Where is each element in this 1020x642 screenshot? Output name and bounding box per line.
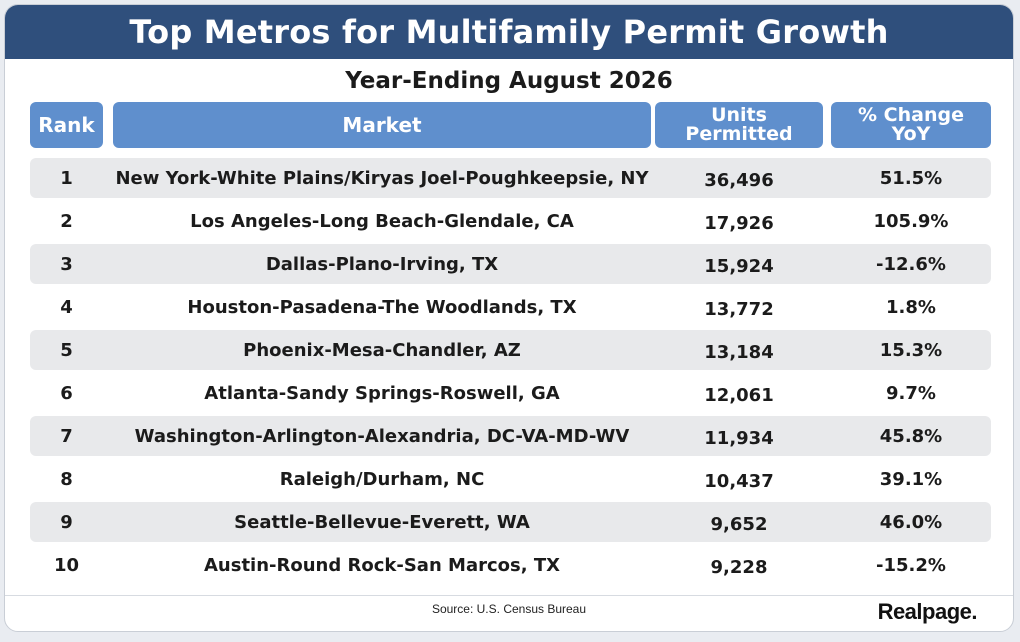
header-change-yoy: % Change YoY [831, 102, 991, 148]
rank-cell: 2 [60, 210, 73, 232]
rank-cell: 7 [60, 425, 73, 447]
market-cell: Seattle-Bellevue-Everett, WA [234, 511, 530, 533]
rank-cell: 1 [60, 167, 73, 189]
table-row: 5 Phoenix-Mesa-Chandler, AZ 13,184 15.3% [30, 330, 991, 370]
header-change-label: % Change YoY [858, 104, 964, 145]
change-cell: 39.1% [879, 468, 943, 490]
source-note: Source: U.S. Census Bureau [431, 602, 587, 616]
market-cell: Phoenix-Mesa-Chandler, AZ [243, 339, 521, 361]
units-cell: 36,496 [704, 169, 774, 191]
market-cell: Atlanta-Sandy Springs-Roswell, GA [204, 382, 560, 404]
header-market-label: Market [342, 113, 422, 137]
rank-cell: 4 [60, 296, 73, 318]
market-cell: Raleigh/Durham, NC [279, 468, 485, 490]
change-cell: 46.0% [879, 511, 943, 533]
table-row: 2 Los Angeles-Long Beach-Glendale, CA 17,9… [30, 201, 991, 241]
change-cell: 9.7% [886, 382, 936, 404]
table-body: 1 New York-White Plains/Kiryas Joel-Pough… [30, 158, 991, 588]
market-cell: Los Angeles-Long Beach-Glendale, CA [190, 210, 574, 232]
units-cell: 9,228 [710, 556, 768, 578]
header-rank: Rank [30, 102, 103, 148]
change-cell: 45.8% [879, 425, 943, 447]
market-cell: Houston-Pasadena-The Woodlands, TX [187, 296, 577, 318]
table-row: 9 Seattle-Bellevue-Everett, WA 9,652 46.0% [30, 502, 991, 542]
change-cell: 1.8% [886, 296, 936, 318]
units-cell: 9,652 [710, 513, 768, 535]
footer-divider [5, 595, 1013, 596]
realpage-logo: Realpage. [877, 599, 978, 624]
table-row: 3 Dallas-Plano-Irving, TX 15,924 -12.6% [30, 244, 991, 284]
table-row: 4 Houston-Pasadena-The Woodlands, TX 13,77… [30, 287, 991, 327]
market-cell: Washington-Arlington-Alexandria, DC-VA-M… [134, 425, 630, 447]
rank-cell: 9 [60, 511, 73, 533]
header-market: Market [113, 102, 651, 148]
change-cell: -15.2% [876, 554, 946, 576]
market-cell: New York-White Plains/Kiryas Joel-Poughk… [115, 167, 649, 189]
table-card: Top Metros for Multifamily Permit Growth… [4, 4, 1014, 632]
units-cell: 15,924 [704, 255, 774, 277]
change-cell: 105.9% [873, 210, 949, 232]
units-cell: 17,926 [704, 212, 774, 234]
rank-cell: 10 [53, 554, 80, 576]
chart-title: Top Metros for Multifamily Permit Growth [129, 13, 889, 51]
units-cell: 13,772 [704, 298, 774, 320]
units-cell: 12,061 [704, 384, 774, 406]
units-cell: 10,437 [704, 470, 774, 492]
rank-cell: 5 [60, 339, 73, 361]
change-cell: 15.3% [879, 339, 943, 361]
market-cell: Austin-Round Rock-San Marcos, TX [203, 554, 560, 576]
table-row: 6 Atlanta-Sandy Springs-Roswell, GA 12,061… [30, 373, 991, 413]
table-row: 7 Washington-Arlington-Alexandria, DC-VA-… [30, 416, 991, 456]
table-row: 10 Austin-Round Rock-San Marcos, TX 9,228 -… [30, 545, 991, 585]
table-row: 8 Raleigh/Durham, NC 10,437 39.1% [30, 459, 991, 499]
header-units-permitted: Units Permitted [655, 102, 823, 148]
change-cell: -12.6% [876, 253, 946, 275]
title-bar: Top Metros for Multifamily Permit Growth [5, 5, 1013, 59]
chart-subtitle: Year-Ending August 2026 [345, 68, 673, 94]
table-row: 1 New York-White Plains/Kiryas Joel-Pough… [30, 158, 991, 198]
units-cell: 13,184 [704, 341, 774, 363]
rank-cell: 6 [60, 382, 73, 404]
header-rank-label: Rank [38, 113, 95, 137]
units-cell: 11,934 [704, 427, 774, 449]
rank-cell: 8 [60, 468, 73, 490]
market-cell: Dallas-Plano-Irving, TX [265, 253, 499, 275]
header-units-label: Units Permitted [685, 104, 793, 145]
rank-cell: 3 [60, 253, 73, 275]
change-cell: 51.5% [879, 167, 943, 189]
